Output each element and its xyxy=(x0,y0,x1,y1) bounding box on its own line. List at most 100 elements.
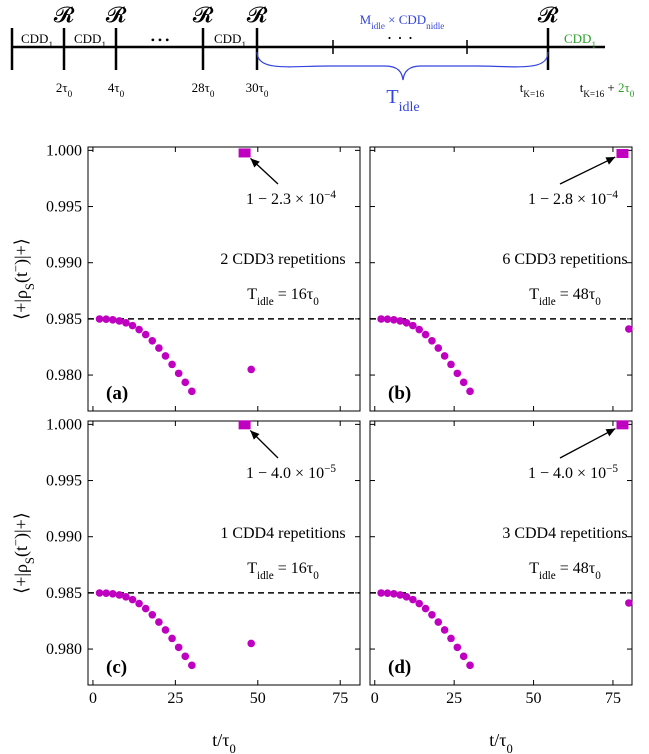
y-tick-label: 0.990 xyxy=(46,255,82,272)
text-part: −4 xyxy=(324,189,336,201)
panel-label: (a) xyxy=(106,383,128,404)
text-part: n xyxy=(426,21,431,31)
text-part: )|+⟩ xyxy=(11,512,32,539)
point xyxy=(440,626,449,634)
point xyxy=(135,599,143,608)
text-part: −5 xyxy=(324,463,336,475)
point xyxy=(168,634,176,643)
plot-frame xyxy=(87,146,361,412)
text-part: )|+⟩ xyxy=(11,238,32,265)
point xyxy=(453,369,462,378)
text-part: idle xyxy=(399,100,420,115)
text-part: 0 xyxy=(264,89,269,99)
point xyxy=(434,618,443,626)
panel-label: (c) xyxy=(106,657,127,678)
annotation-arrowhead xyxy=(605,428,616,437)
block-label: CDD1 xyxy=(74,31,106,50)
text-part: CDD xyxy=(564,31,591,46)
text-part: 4τ xyxy=(108,80,120,95)
text-part: + xyxy=(604,80,618,95)
point xyxy=(148,610,157,619)
idle-label: Tidle xyxy=(386,86,419,115)
text-part: CDD xyxy=(21,31,48,46)
text-part: t xyxy=(580,80,584,95)
ellipsis: • • • xyxy=(151,33,170,47)
point xyxy=(155,618,163,626)
y-tick-label: 0.980 xyxy=(46,641,82,658)
text-part: S xyxy=(23,557,37,564)
text-part: idle xyxy=(257,296,274,308)
text-part: 0 xyxy=(630,89,635,99)
text-part: 0 xyxy=(229,742,235,754)
point xyxy=(247,639,255,648)
point xyxy=(377,315,385,323)
annotation: 1 − 2.8 × 10−4 xyxy=(528,189,618,208)
panel-text: Tidle = 48τ0 xyxy=(529,286,601,308)
text-part: × CDD xyxy=(385,12,426,27)
panel-label: (d) xyxy=(388,657,411,678)
text-part: idle xyxy=(539,570,556,582)
point xyxy=(390,589,398,598)
annotation-arrowhead xyxy=(250,430,260,440)
text-part: 1 − 2.8 × 10 xyxy=(528,191,606,208)
text-part: 0 xyxy=(595,296,601,308)
idle-block-label: Midle × CDDnidle xyxy=(360,12,445,31)
y-tick-label: 1.000 xyxy=(46,142,82,159)
time-label: 30τ0 xyxy=(246,80,269,99)
point xyxy=(95,315,104,323)
annotation: 1 − 2.3 × 10−4 xyxy=(246,189,336,208)
text-part: 0 xyxy=(210,89,215,99)
text-part: 1 xyxy=(241,40,246,50)
point xyxy=(428,610,436,619)
point xyxy=(447,360,455,369)
text-part: = 48τ xyxy=(556,560,596,577)
point xyxy=(95,589,104,597)
point xyxy=(390,315,398,324)
panel-label: (b) xyxy=(388,383,411,404)
reset-label: 𝓡 xyxy=(106,2,127,27)
y-tick-label: 0.985 xyxy=(46,585,82,602)
text-part: T xyxy=(247,560,257,577)
text-part: (t xyxy=(11,546,32,557)
point xyxy=(402,593,411,601)
text-part: 2τ xyxy=(618,80,630,95)
text-part: 6 CDD3 repetitions xyxy=(502,251,627,268)
text-part: idle xyxy=(431,21,445,31)
annotation: 1 − 4.0 × 10−5 xyxy=(528,463,618,482)
point xyxy=(616,420,629,430)
panel-text: Tidle = 16τ0 xyxy=(247,560,319,582)
panel-text: 2 CDD3 repetitions xyxy=(220,251,345,268)
point xyxy=(459,378,468,387)
text-part: 0 xyxy=(68,89,73,99)
point xyxy=(108,589,117,598)
text-part: t xyxy=(520,80,524,95)
point xyxy=(141,330,150,339)
panel-text: 1 CDD4 repetitions xyxy=(220,525,345,542)
point xyxy=(377,589,385,597)
point xyxy=(181,652,190,661)
final-time-label: tK=16 + 2τ0 xyxy=(580,80,635,99)
point xyxy=(409,321,417,330)
text-part: − xyxy=(9,539,23,546)
text-part: 30τ xyxy=(246,80,264,95)
time-label: 28τ0 xyxy=(192,80,215,99)
point xyxy=(181,378,190,387)
x-axis-label: t/τ0 xyxy=(212,730,236,754)
point xyxy=(434,344,443,352)
x-tick-label: 0 xyxy=(89,690,97,707)
annotation-arrow xyxy=(559,156,616,185)
text-part: 0 xyxy=(120,89,125,99)
panel: 0.980 0.985 0.990 0.995 1.000 1 − 2.3 × 10−4 2… xyxy=(9,142,361,412)
point xyxy=(428,336,436,345)
text-part: M xyxy=(360,12,372,27)
point xyxy=(402,319,411,327)
point xyxy=(188,387,196,396)
text-part: 0 xyxy=(595,570,601,582)
x-tick-label: 75 xyxy=(605,690,621,707)
idle-ellipsis: · · · xyxy=(387,28,414,48)
x-tick-label: 25 xyxy=(446,690,462,707)
text-part: 1 − 4.0 × 10 xyxy=(528,465,606,482)
text-part: T xyxy=(529,286,539,303)
idle-brace xyxy=(256,51,549,81)
panel-text: 3 CDD4 repetitions xyxy=(502,525,627,542)
